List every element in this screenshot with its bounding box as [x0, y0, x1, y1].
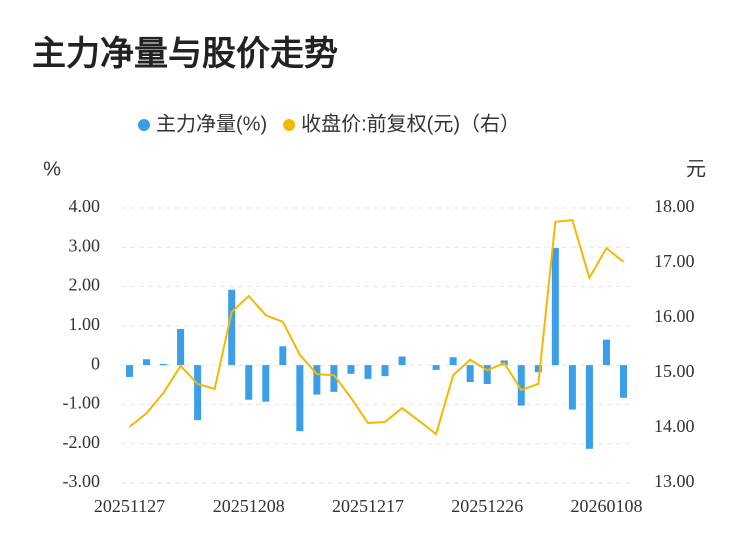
bar: [585, 365, 593, 449]
bar: [602, 339, 610, 366]
legend-marker: [138, 119, 150, 131]
bar: [126, 365, 134, 377]
x-tick-label: 20251217: [332, 496, 404, 516]
bar: [483, 365, 491, 384]
bar: [466, 365, 474, 383]
y2-tick-label: 15.00: [654, 361, 695, 381]
bar: [432, 365, 440, 370]
bar: [347, 365, 355, 374]
y2-tick-label: 17.00: [654, 251, 695, 271]
bar: [449, 357, 457, 366]
bar: [194, 365, 202, 421]
legend-label: 主力净量(%): [156, 112, 267, 135]
bar: [279, 346, 287, 366]
bar: [551, 248, 559, 366]
line: [128, 219, 625, 436]
bar: [330, 365, 338, 392]
y2-tick-label: 13.00: [654, 471, 695, 491]
legend-marker: [283, 119, 296, 131]
bar: [619, 365, 627, 398]
bar: [364, 365, 372, 379]
bar: [313, 365, 321, 395]
y-tick-label: 4.00: [69, 196, 101, 216]
y2-tick-label: 16.00: [654, 306, 695, 326]
bar: [245, 365, 253, 400]
x-tick-label: 20251127: [94, 496, 165, 516]
y-tick-label: 3.00: [69, 235, 101, 255]
y-tick-label: -3.00: [63, 471, 101, 491]
bar: [228, 289, 236, 366]
bar: [177, 329, 185, 366]
bar: [143, 359, 151, 366]
bar: [398, 356, 406, 366]
bar: [517, 365, 525, 406]
legend-label: 收盘价:前复权(元)（右）: [301, 112, 520, 135]
chart-title: 主力净量与股价走势: [32, 35, 338, 73]
y2-tick-label: 18.00: [654, 196, 695, 216]
y2-axis-label: 元: [686, 158, 706, 180]
y-tick-label: 0: [91, 353, 100, 373]
y-tick-label: -2.00: [63, 432, 101, 452]
bar: [381, 365, 389, 377]
y-axis-label: %: [43, 158, 61, 180]
bar: [160, 363, 168, 366]
bar: [568, 365, 576, 410]
y2-tick-label: 14.00: [654, 416, 695, 436]
x-tick-label: 20260108: [570, 496, 642, 516]
y-tick-label: 1.00: [69, 314, 101, 334]
y-tick-label: 2.00: [69, 275, 101, 295]
bar: [296, 365, 304, 432]
bar: [534, 365, 542, 373]
y-tick-label: -1.00: [63, 393, 101, 413]
bar: [262, 365, 270, 402]
x-tick-label: 20251226: [451, 496, 523, 516]
x-tick-label: 20251208: [213, 496, 285, 516]
